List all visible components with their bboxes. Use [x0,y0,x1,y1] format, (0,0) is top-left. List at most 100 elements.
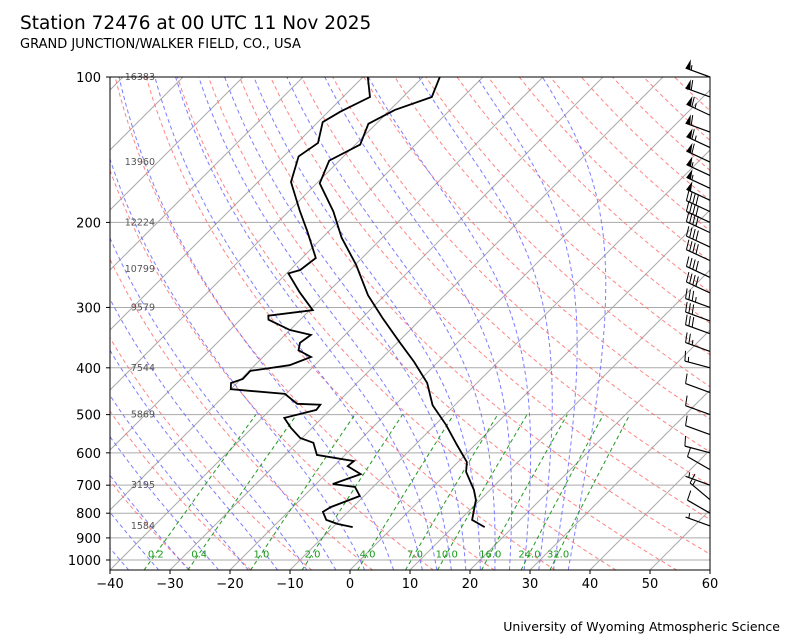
mixing-ratio-label: 16.0 [479,550,501,561]
barb-staff [686,150,711,163]
wind-barb [687,446,711,471]
barb-full [692,204,696,215]
barb-full [685,288,688,299]
barb-staff [686,136,711,149]
isotherm-20 [469,329,710,570]
barb-full [689,257,693,269]
barb-half [688,513,691,519]
wind-barb [686,96,711,116]
height-label: 7544 [131,363,155,374]
barb-pennant [685,114,691,125]
barb-full [691,129,695,140]
barb-half [694,297,697,303]
mixing-ratio-label: 0.2 [148,550,164,561]
barb-pennant [686,96,693,107]
mixing-ratio-label: 0.4 [191,550,207,561]
barb-full [689,192,693,203]
isotherm-50 [649,509,710,570]
y-tick-label: 100 [76,71,101,86]
barb-full [695,195,699,206]
mixing-ratio-label: 24.0 [518,550,540,561]
temperature-line [318,77,486,528]
isotherm--120 [110,77,124,91]
mixing-ratio-line [187,414,298,570]
barb-full [695,216,699,227]
y-tick-label: 500 [76,409,101,424]
barb-full [685,256,690,267]
barb-half [692,480,696,486]
moist-adiabat [110,349,279,570]
plot-frame [109,76,711,571]
barb-full [685,271,690,283]
moist-adiabat [110,237,337,570]
barb-full [688,303,691,314]
isotherm-30 [529,389,710,570]
x-tick-label: 40 [582,577,599,592]
barb-pennant [686,142,693,154]
barb-full [685,211,690,222]
barb-half [694,103,697,109]
wind-barb [684,435,711,454]
barb-staff [685,475,711,486]
wind-barb [685,373,711,394]
dry-adiabat [114,77,495,570]
wind-barb [685,59,711,78]
barb-full [695,260,699,271]
moist-adiabat [110,394,249,570]
moist-adiabat [110,298,308,570]
barb-pennant [685,79,691,90]
barb-staff [685,122,711,133]
barb-staff [685,425,711,436]
moist-adiabat [224,77,467,570]
wind-barb [687,490,711,514]
dry-adiabat [301,77,710,487]
barb-full [691,317,695,328]
y-tick-label: 200 [76,216,101,231]
inner-labels: 0.2 0.4 1.0 2.0 4.0 7.0 10.0 16.0 24.0 32.0163831… [125,72,569,561]
barb-full [692,259,696,270]
barb-full [685,201,690,212]
wind-barb [685,513,711,527]
isotherm-60 [709,569,710,570]
barb-full [684,350,687,362]
x-tick-label: −10 [276,577,303,592]
chart-title: Station 72476 at 00 UTC 11 Nov 2025 [20,13,372,34]
moist-adiabat [367,77,532,570]
moist-adiabat [110,435,220,570]
isotherm-10 [409,269,710,570]
moist-adiabat [324,77,513,570]
isotherm--50 [110,77,544,511]
barb-staff [686,235,711,248]
x-tick-label: −40 [96,577,123,592]
barb-half [691,339,694,346]
isotherm--60 [110,77,484,451]
mixing-ratio-line [357,414,455,570]
barb-full [691,96,695,107]
barb-staff [685,324,711,335]
barb-full [690,115,694,126]
dry-adiabat [110,479,191,570]
moist-adiabat [154,77,423,570]
isotherm--140 [0,77,3,570]
barb-staff [685,87,711,98]
barb-staff [689,482,711,501]
moist-adiabat [286,77,496,570]
mixing-ratio-label: 32.0 [547,550,569,561]
x-tick-label: 50 [642,577,659,592]
dry-adiabat [332,77,710,453]
barb-staff [686,249,711,262]
barb-full [687,490,692,501]
dry-adiabat [394,77,710,388]
mixing-ratio-line [250,414,356,570]
station-subtitle: GRAND JUNCTION/WALKER FIELD, CO., USA [20,37,301,52]
barb-staff [686,176,711,189]
wind-barb [684,350,711,369]
dry-adiabat [456,77,710,324]
dry-adiabat [110,336,313,570]
height-label: 13960 [125,157,155,168]
dry-adiabat [270,77,710,521]
barb-staff [685,297,711,309]
moist-adiabat [418,77,553,570]
isotherm--30 [169,77,664,570]
barb-full [695,205,699,216]
